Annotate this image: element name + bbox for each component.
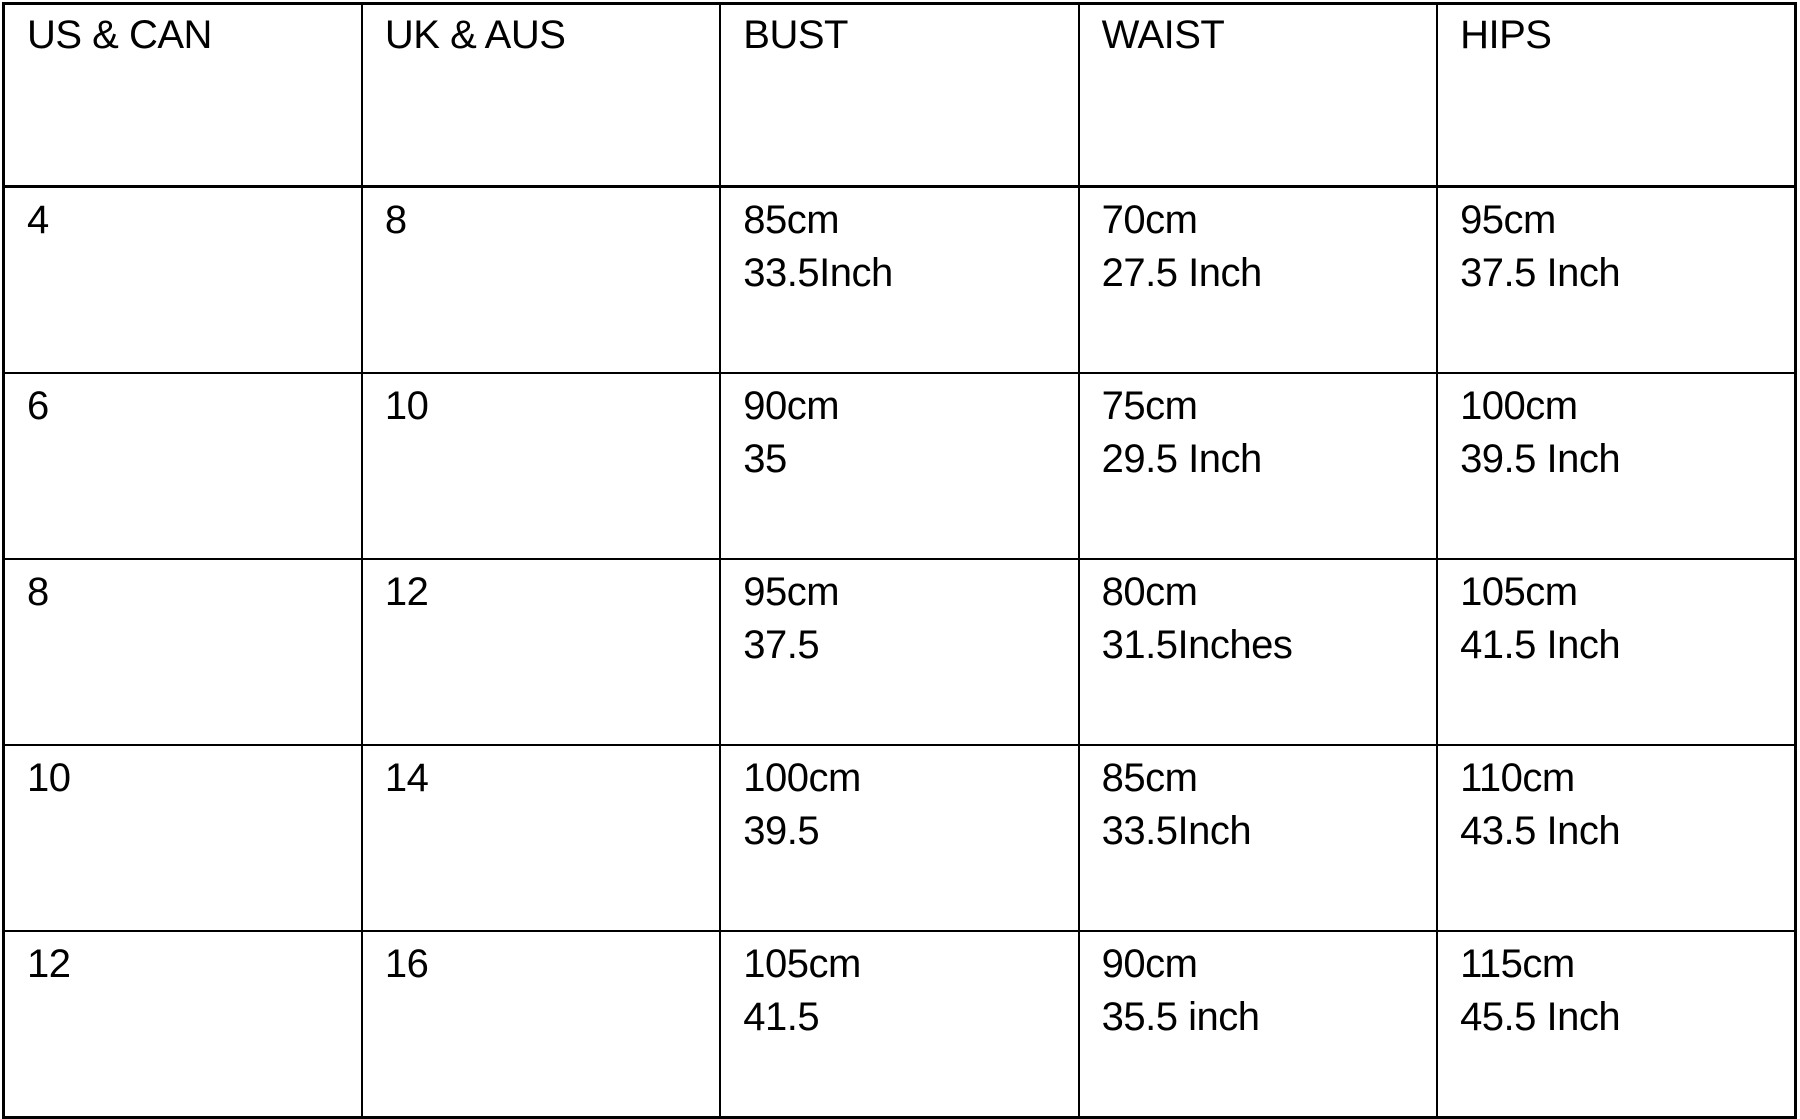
cell-line: 105cm	[743, 942, 861, 986]
table-cell-uk_aus: 12	[360, 558, 722, 746]
cell-line: 10	[384, 384, 429, 428]
table-cell-us_can: 4	[2, 185, 363, 374]
cell-line: 31.5Inches	[1101, 623, 1293, 667]
table-body: 4 8 85cm 33.5Inch 70cm 27.5 Inch 95cm 37.5 Inch…	[2, 185, 1797, 1119]
cell-line: 27.5 Inch	[1101, 251, 1263, 295]
cell-line: 12	[384, 570, 429, 614]
cell-line: 37.5	[743, 623, 820, 667]
cell-line: 39.5	[743, 809, 820, 853]
table-cell-hips: 95cm 37.5 Inch	[1436, 185, 1797, 374]
table-cell-bust: 105cm 41.5	[719, 930, 1080, 1119]
cell-line: 100cm	[743, 756, 861, 800]
table-cell-bust: 95cm 37.5	[719, 558, 1080, 746]
cell-line: 16	[384, 942, 429, 986]
column-header-hips: HIPS	[1436, 2, 1797, 188]
cell-line: 6	[27, 384, 49, 428]
cell-line: 80cm	[1101, 570, 1198, 614]
cell-line: 12	[27, 942, 71, 986]
cell-line: 110cm	[1460, 756, 1575, 800]
table-cell-us_can: 6	[2, 372, 363, 560]
table-cell-waist: 90cm 35.5 inch	[1077, 930, 1439, 1119]
table-row: 12 16 105cm 41.5 90cm 35.5 inch 115cm 45.5 Inch	[2, 930, 1797, 1119]
table-cell-hips: 100cm 39.5 Inch	[1436, 372, 1797, 560]
column-header-uk_aus: UK & AUS	[360, 2, 722, 188]
table-cell-us_can: 12	[2, 930, 363, 1119]
table-cell-uk_aus: 10	[360, 372, 722, 560]
cell-line: 95cm	[743, 570, 840, 614]
cell-line: 45.5 Inch	[1460, 995, 1621, 1039]
cell-line: 37.5 Inch	[1460, 251, 1621, 295]
table-cell-hips: 105cm 41.5 Inch	[1436, 558, 1797, 746]
cell-line: 95cm	[1460, 198, 1556, 242]
cell-line: 35	[743, 437, 787, 481]
cell-line: 33.5Inch	[743, 251, 893, 295]
table-cell-uk_aus: 16	[360, 930, 722, 1119]
table-cell-us_can: 10	[2, 744, 363, 932]
cell-line: 41.5	[743, 995, 820, 1039]
cell-line: 8	[27, 570, 49, 614]
cell-line: 43.5 Inch	[1460, 809, 1621, 853]
table-cell-bust: 90cm 35	[719, 372, 1080, 560]
table-cell-waist: 85cm 33.5Inch	[1077, 744, 1439, 932]
cell-line: 14	[384, 756, 429, 800]
cell-line: 10	[27, 756, 71, 800]
cell-line: 33.5Inch	[1101, 809, 1252, 853]
table-cell-uk_aus: 8	[360, 185, 722, 374]
table-cell-waist: 80cm 31.5Inches	[1077, 558, 1439, 746]
cell-line: 75cm	[1101, 384, 1198, 428]
column-header-bust: BUST	[719, 2, 1080, 188]
table-cell-uk_aus: 14	[360, 744, 722, 932]
cell-line: 35.5 inch	[1101, 995, 1260, 1039]
cell-line: 29.5 Inch	[1101, 437, 1263, 481]
table-row: 4 8 85cm 33.5Inch 70cm 27.5 Inch 95cm 37.5 Inch	[2, 185, 1797, 374]
cell-line: 8	[384, 198, 407, 242]
column-header-waist: WAIST	[1077, 2, 1439, 188]
cell-line: 105cm	[1460, 570, 1578, 614]
cell-line: 85cm	[743, 198, 840, 242]
table-cell-waist: 70cm 27.5 Inch	[1077, 185, 1439, 374]
header-row: US & CAN UK & AUS BUST WAIST HIPS	[2, 2, 1797, 188]
table-cell-hips: 110cm 43.5 Inch	[1436, 744, 1797, 932]
table-cell-hips: 115cm 45.5 Inch	[1436, 930, 1797, 1119]
cell-line: 85cm	[1101, 756, 1198, 800]
table-cell-waist: 75cm 29.5 Inch	[1077, 372, 1439, 560]
table-cell-bust: 85cm 33.5Inch	[719, 185, 1080, 374]
cell-line: 100cm	[1460, 384, 1578, 428]
cell-line: 90cm	[1101, 942, 1198, 986]
table-row: 10 14 100cm 39.5 85cm 33.5Inch 110cm 43.5 Inch	[2, 744, 1797, 932]
cell-line: 39.5 Inch	[1460, 437, 1621, 481]
cell-line: 4	[27, 198, 49, 242]
table-row: 6 10 90cm 35 75cm 29.5 Inch 100cm 39.5 Inch	[2, 372, 1797, 560]
table-row: 8 12 95cm 37.5 80cm 31.5Inches 105cm 41.5 Inch	[2, 558, 1797, 746]
table-cell-us_can: 8	[2, 558, 363, 746]
table-header: US & CAN UK & AUS BUST WAIST HIPS	[2, 2, 1797, 188]
cell-line: 70cm	[1101, 198, 1198, 242]
column-header-us_can: US & CAN	[2, 2, 363, 188]
table-cell-bust: 100cm 39.5	[719, 744, 1080, 932]
cell-line: 115cm	[1460, 942, 1575, 986]
cell-line: 90cm	[743, 384, 840, 428]
cell-line: 41.5 Inch	[1460, 623, 1621, 667]
